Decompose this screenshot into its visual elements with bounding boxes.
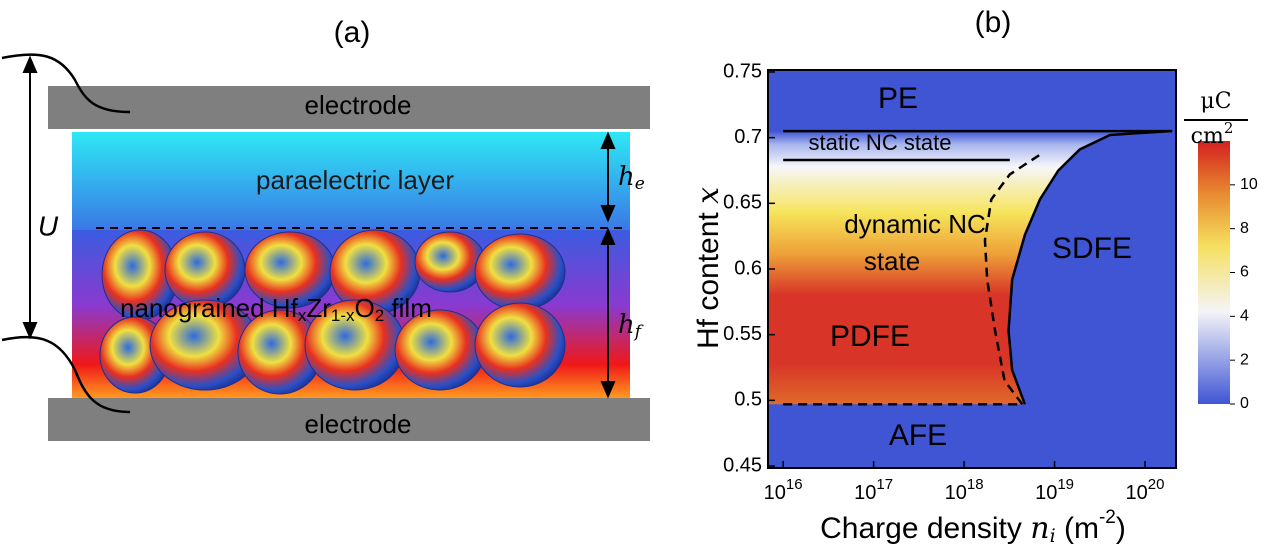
tick-base: 10 xyxy=(1126,482,1148,504)
region-label: PDFE xyxy=(830,320,910,353)
colorbar-tick-label: 0 xyxy=(1240,395,1249,412)
colorbar-tick-label: 2 xyxy=(1240,351,1249,368)
x-tick-label: 1017 xyxy=(854,476,893,504)
t: nanograined Hf xyxy=(120,293,299,323)
t: O xyxy=(354,293,374,323)
sup: 2 xyxy=(1224,119,1234,137)
y-tick-label: 0.65 xyxy=(723,192,762,214)
region-label: SDFE xyxy=(1052,232,1132,265)
colorbar-tick-label: 4 xyxy=(1240,308,1249,325)
voltage-label: U xyxy=(38,210,59,241)
colorbar-tick-label: 6 xyxy=(1240,264,1249,281)
layer-label: paraelectric layer xyxy=(256,165,454,195)
region-label: PE xyxy=(878,82,918,115)
tick-exponent: 20 xyxy=(1148,476,1165,493)
tick-exponent: 16 xyxy=(786,476,803,493)
grain xyxy=(475,303,565,387)
y-tick-label: 0.75 xyxy=(723,60,762,82)
t: Zr xyxy=(306,293,331,323)
sub: f xyxy=(633,322,644,342)
grain xyxy=(475,234,565,310)
region-label: AFE xyxy=(889,419,947,452)
tick-base: 10 xyxy=(1035,482,1057,504)
hf-label: hf xyxy=(618,310,644,342)
y-tick-label: 0.45 xyxy=(723,454,762,476)
sup: -2 xyxy=(1099,507,1116,528)
t: n xyxy=(1030,511,1049,546)
panel-a: (a) electrode electrode paraelectric lay… xyxy=(2,16,650,441)
t: cm xyxy=(1191,124,1224,149)
panel-label: (b) xyxy=(975,6,1012,39)
electrode-label: electrode xyxy=(305,409,412,439)
film-label: nanograined HfxZr1-xO2 film xyxy=(120,293,432,326)
y-axis-label: Hf content x xyxy=(691,187,726,349)
x-tick-label: 1020 xyxy=(1126,476,1165,504)
t: (m xyxy=(1056,512,1099,545)
panel-label: (a) xyxy=(334,16,371,49)
region-label: static NC state xyxy=(808,130,951,155)
colorbar xyxy=(1198,141,1230,404)
panel-b: (b) Hf content x Charge density ni (m-2)… xyxy=(691,6,1258,547)
t: ) xyxy=(1116,512,1126,545)
sub: 1-x xyxy=(331,306,355,325)
grain xyxy=(415,232,485,292)
y-tick-label: 0.55 xyxy=(723,323,762,345)
t: film xyxy=(384,293,432,323)
tick-exponent: 18 xyxy=(967,476,984,493)
t: h xyxy=(618,162,635,192)
y-tick-label: 0.7 xyxy=(734,126,762,148)
tick-exponent: 17 xyxy=(876,476,893,493)
colorbar-tick-label: 8 xyxy=(1240,220,1249,237)
tick-base: 10 xyxy=(945,482,967,504)
region-label: dynamic NC xyxy=(844,209,986,239)
colorbar-tick-label: 10 xyxy=(1240,176,1258,193)
x-axis-label: Charge density ni (m-2) xyxy=(820,507,1126,547)
sub: 2 xyxy=(375,306,384,325)
t: h xyxy=(618,310,635,340)
tick-exponent: 19 xyxy=(1057,476,1074,493)
colorbar-numerator: μC xyxy=(1200,89,1231,114)
region-label: state xyxy=(864,246,920,276)
electrode-label: electrode xyxy=(305,90,412,120)
sub: e xyxy=(635,174,645,194)
t: Hf content xyxy=(692,204,725,349)
x-tick-label: 1018 xyxy=(945,476,984,504)
figure: (a) electrode electrode paraelectric lay… xyxy=(0,0,1281,552)
y-tick-label: 0.5 xyxy=(734,389,762,411)
y-tick-label: 0.6 xyxy=(734,257,762,279)
t: Charge density xyxy=(820,512,1030,545)
x-tick-label: 1019 xyxy=(1035,476,1074,504)
tick-base: 10 xyxy=(764,482,786,504)
x-tick-label: 1016 xyxy=(764,476,803,504)
tick-base: 10 xyxy=(854,482,876,504)
t: x xyxy=(691,187,726,204)
he-label: he xyxy=(618,162,645,194)
